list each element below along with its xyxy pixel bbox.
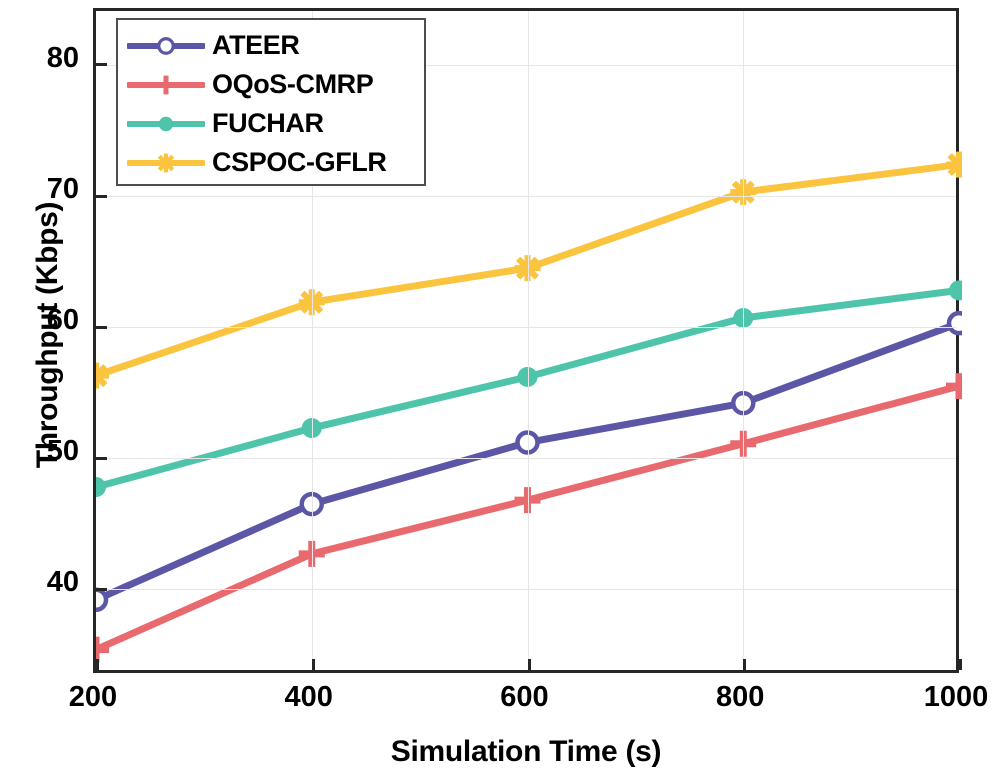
y-tick-label: 50	[46, 435, 79, 468]
data-point-marker	[946, 310, 962, 336]
legend-swatch	[127, 31, 205, 61]
data-point-marker	[946, 373, 962, 400]
legend-label: OQoS-CMRP	[212, 69, 374, 99]
legend-marker-icon	[156, 153, 176, 172]
y-tick-label: 80	[46, 41, 79, 74]
y-tick-label: 70	[46, 173, 79, 206]
x-tick-mark	[527, 659, 531, 670]
y-tick-mark	[96, 456, 107, 460]
data-point-marker	[96, 477, 106, 498]
x-tick-mark	[311, 659, 315, 670]
x-tick-mark	[959, 659, 962, 670]
data-point-marker	[96, 587, 109, 613]
legend-label: FUCHAR	[212, 108, 324, 138]
x-gridline	[527, 11, 529, 670]
data-point-marker	[156, 75, 176, 94]
y-tick-label: 40	[46, 566, 79, 599]
legend-item-cspoc-gflr[interactable]: CSPOC-GFLR	[118, 143, 424, 182]
legend-marker-icon	[156, 75, 176, 94]
data-point-marker	[949, 280, 962, 301]
data-point-marker	[96, 636, 109, 663]
y-gridline	[96, 64, 956, 66]
legend-item-fuchar[interactable]: FUCHAR	[118, 104, 424, 143]
x-tick-label: 800	[716, 681, 765, 713]
legend-swatch	[127, 109, 205, 139]
x-tick-label: 400	[284, 681, 333, 713]
x-tick-label: 600	[500, 681, 549, 713]
x-tick-mark	[96, 659, 99, 670]
chart-legend: ATEER OQoS-CMRP FUCHAR CSPOC-GFLR	[116, 18, 426, 186]
x-tick-label: 200	[68, 681, 118, 713]
x-axis-label: Simulation Time (s)	[390, 735, 662, 768]
legend-swatch	[127, 148, 205, 178]
legend-swatch	[127, 70, 205, 100]
x-tick-label: 1000	[923, 681, 989, 713]
x-gridline	[311, 11, 313, 670]
y-gridline	[96, 196, 956, 198]
legend-label: CSPOC-GFLR	[212, 147, 387, 177]
y-gridline	[96, 589, 956, 591]
data-point-marker	[157, 36, 175, 55]
y-tick-mark	[96, 325, 107, 329]
y-tick-mark	[96, 587, 107, 591]
y-tick-mark	[96, 194, 107, 198]
data-point-marker	[946, 151, 962, 178]
data-point-marker	[156, 153, 176, 172]
legend-item-oqos-cmrp[interactable]: OQoS-CMRP	[118, 65, 424, 104]
legend-label: ATEER	[212, 30, 300, 60]
data-point-marker	[158, 116, 174, 131]
y-tick-mark	[96, 63, 107, 67]
data-point-marker	[96, 362, 109, 389]
y-tick-label: 60	[46, 304, 79, 337]
y-gridline	[96, 327, 956, 329]
x-gridline	[743, 11, 745, 670]
legend-item-ateer[interactable]: ATEER	[118, 26, 424, 65]
legend-marker-icon	[157, 36, 175, 55]
legend-marker-icon	[158, 116, 174, 131]
y-gridline	[96, 458, 956, 460]
x-tick-mark	[743, 659, 747, 670]
